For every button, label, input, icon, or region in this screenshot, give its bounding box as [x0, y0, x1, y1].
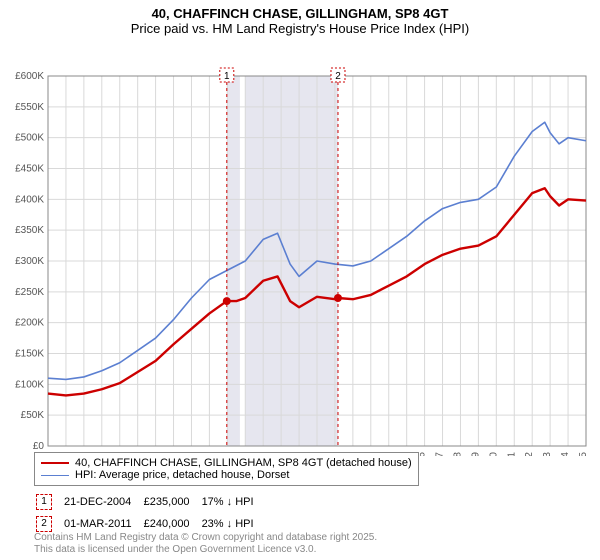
legend-label: 40, CHAFFINCH CHASE, GILLINGHAM, SP8 4GT…	[75, 457, 412, 469]
legend: 40, CHAFFINCH CHASE, GILLINGHAM, SP8 4GT…	[34, 452, 419, 486]
svg-text:2024: 2024	[560, 452, 571, 456]
svg-text:£600K: £600K	[15, 71, 44, 82]
svg-text:2022: 2022	[524, 452, 535, 456]
svg-text:2018: 2018	[452, 452, 463, 456]
attribution: Contains HM Land Registry data © Crown c…	[34, 532, 377, 556]
svg-text:£550K: £550K	[15, 102, 44, 113]
sale-delta: 23% ↓ HPI	[202, 514, 264, 534]
svg-text:£300K: £300K	[15, 256, 44, 267]
svg-text:£200K: £200K	[15, 318, 44, 329]
svg-text:1: 1	[224, 71, 230, 82]
svg-text:£0: £0	[33, 441, 45, 452]
sale-marker: 1	[36, 494, 52, 510]
svg-text:2025: 2025	[578, 452, 589, 456]
chart-container: 40, CHAFFINCH CHASE, GILLINGHAM, SP8 4GT…	[0, 0, 600, 560]
svg-text:£250K: £250K	[15, 287, 44, 298]
sale-price: £235,000	[144, 492, 200, 512]
sales-row: 2 01-MAR-2011£240,00023% ↓ HPI	[36, 514, 264, 534]
attribution-line-2: This data is licensed under the Open Gov…	[34, 544, 377, 556]
svg-text:£450K: £450K	[15, 164, 44, 175]
chart-titles: 40, CHAFFINCH CHASE, GILLINGHAM, SP8 4GT…	[0, 0, 600, 36]
sale-delta: 17% ↓ HPI	[202, 492, 264, 512]
legend-item: HPI: Average price, detached house, Dors…	[41, 469, 412, 481]
svg-text:£500K: £500K	[15, 133, 44, 144]
svg-text:£150K: £150K	[15, 349, 44, 360]
title-line-2: Price paid vs. HM Land Registry's House …	[0, 21, 600, 36]
attribution-line-1: Contains HM Land Registry data © Crown c…	[34, 532, 377, 544]
sales-row: 1 21-DEC-2004£235,00017% ↓ HPI	[36, 492, 264, 512]
svg-text:£400K: £400K	[15, 194, 44, 205]
svg-text:2020: 2020	[488, 452, 499, 456]
sale-date: 01-MAR-2011	[64, 514, 142, 534]
sale-date: 21-DEC-2004	[64, 492, 142, 512]
chart-svg: £0 £50K £100K £150K £200K £250K £300K £350K £400…	[0, 36, 600, 456]
sales-table: 1 21-DEC-2004£235,00017% ↓ HPI 2 01-MAR-201…	[34, 490, 266, 536]
sale-price: £240,000	[144, 514, 200, 534]
svg-text:2021: 2021	[506, 452, 517, 456]
svg-text:2: 2	[335, 71, 341, 82]
legend-label: HPI: Average price, detached house, Dors…	[75, 469, 289, 481]
svg-text:£50K: £50K	[21, 410, 45, 421]
svg-text:£350K: £350K	[15, 225, 44, 236]
svg-text:2023: 2023	[542, 452, 553, 456]
svg-text:2017: 2017	[435, 452, 446, 456]
title-line-1: 40, CHAFFINCH CHASE, GILLINGHAM, SP8 4GT	[0, 6, 600, 21]
svg-text:2019: 2019	[470, 452, 481, 456]
sale-marker: 2	[36, 516, 52, 532]
svg-text:£100K: £100K	[15, 379, 44, 390]
legend-item: 40, CHAFFINCH CHASE, GILLINGHAM, SP8 4GT…	[41, 457, 412, 469]
